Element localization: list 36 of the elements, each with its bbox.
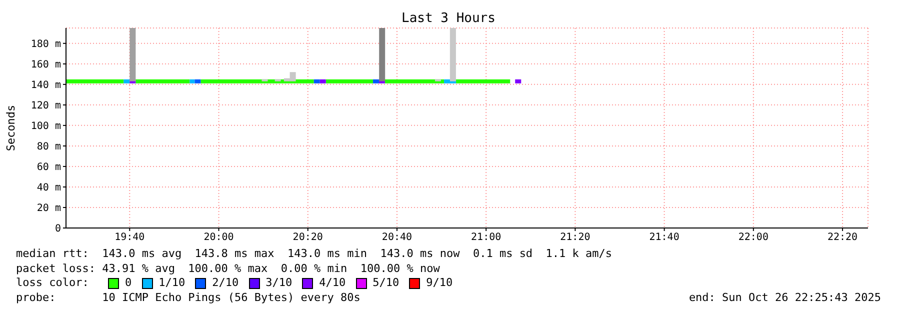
y-tick-label: 120 m [30,100,61,112]
y-axis-title: Seconds [4,104,18,152]
y-tick-label: 0 [54,224,61,235]
y-tick-label: 140 m [30,80,61,91]
legend-label: 0 [124,276,132,290]
y-tick-label: 160 m [30,59,61,70]
x-tick-label: 21:40 [649,232,680,244]
x-tick-label: 21:00 [471,232,502,244]
text: median rtt: 143.0 ms avg 143.8 ms max 143.0 ms min 143.0 ms now 0.1 ms sd 1.1 k am/s [16,247,614,262]
y-tick-label: 100 m [30,120,61,132]
bar [130,28,136,82]
legend-label: 4/10 [318,276,346,290]
y-tick-label: 60 m [36,162,61,174]
text: end: Sun Oct 26 22:25:43 2025 [688,290,881,305]
x-tick-label: 20:40 [382,232,412,244]
legend-label: 3/10 [264,276,292,290]
text: packet loss: 43.91 % avg 100.00 % max 0.00 % min 100.00 % now [16,262,441,276]
y-tick-label: 80 m [36,142,61,152]
chart-title: Last 3 Hours [400,11,496,26]
x-tick-label: 22:00 [738,232,768,244]
legend-label: 1/10 [158,276,186,290]
y-tick-label: 180 m [30,38,61,50]
legend-title: loss color: [16,276,90,290]
legend-label: 5/10 [372,276,400,290]
bar [450,28,456,82]
x-tick-label: 22:20 [827,232,858,244]
x-tick-label: 20:20 [292,232,323,244]
bar [379,28,386,82]
legend-label: 2/10 [211,276,239,290]
y-tick-label: 40 m [36,182,61,194]
x-tick-label: 21:20 [560,232,590,244]
legend-label: 9/10 [425,276,453,290]
y-tick-label: 20 m [36,203,61,214]
text: probe: 10 ICMP Echo Pings (56 Bytes) every 80s [16,290,360,305]
x-tick-label: 19:40 [114,232,145,244]
x-tick-label: 20:00 [204,232,234,244]
